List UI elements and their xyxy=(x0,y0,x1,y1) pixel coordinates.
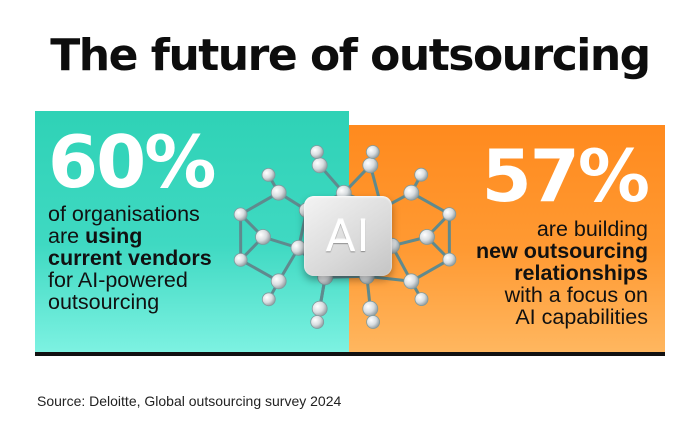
network-node xyxy=(261,168,276,182)
right-desc-line-3-bold: relationships xyxy=(514,261,648,285)
left-desc-line-2-text: are xyxy=(48,224,86,248)
ai-emblem-tile: AI xyxy=(304,196,392,276)
network-node xyxy=(310,315,325,329)
right-desc-line-5: AI capabilities xyxy=(515,305,648,329)
left-desc-line-1: of organisations xyxy=(48,202,200,226)
right-desc-line-4: with a focus on xyxy=(504,283,648,307)
right-stat-description: are building new outsourcing relationshi… xyxy=(398,218,648,328)
network-node xyxy=(233,253,248,267)
network-node xyxy=(310,145,324,159)
network-node xyxy=(414,292,429,307)
network-node xyxy=(442,207,457,221)
network-node xyxy=(261,292,276,307)
left-desc-line-4: for AI-powered xyxy=(48,268,188,292)
right-desc-line-2-bold: new outsourcing xyxy=(476,239,648,263)
network-node xyxy=(362,157,379,174)
network-node xyxy=(403,184,420,201)
network-node xyxy=(270,273,287,290)
source-note: Source: Deloitte, Global outsourcing sur… xyxy=(37,393,342,409)
network-node xyxy=(255,229,271,245)
left-desc-line-3: current vendors xyxy=(48,247,288,269)
network-node xyxy=(311,300,328,317)
network-node xyxy=(366,315,381,329)
network-node xyxy=(414,167,429,182)
network-node xyxy=(419,229,435,245)
network-node xyxy=(233,207,248,222)
network-node xyxy=(365,145,380,159)
network-node xyxy=(362,300,379,317)
left-desc-line-5: outsourcing xyxy=(48,290,160,314)
right-desc-line-2: new outsourcing xyxy=(398,240,648,262)
left-stat-description: of organisations are using current vendo… xyxy=(48,203,288,313)
network-node xyxy=(270,184,287,201)
left-stat-value: 60% xyxy=(48,120,216,204)
ai-network-icon xyxy=(233,145,457,329)
right-desc-line-1: are building xyxy=(536,217,648,241)
right-stat-value: 57% xyxy=(481,134,650,218)
network-node xyxy=(311,157,328,174)
page-title: The future of outsourcing xyxy=(50,30,651,81)
left-desc-line-2-bold: using xyxy=(85,224,143,248)
left-desc-line-3-bold: current vendors xyxy=(48,246,212,270)
network-node xyxy=(403,273,420,290)
ai-emblem-text: AI xyxy=(325,210,371,262)
left-stat-panel xyxy=(35,111,349,354)
right-desc-line-3: relationships xyxy=(398,262,648,284)
left-desc-line-2: are using xyxy=(48,225,288,247)
baseline-divider xyxy=(35,352,665,356)
network-node xyxy=(442,252,457,267)
right-stat-panel xyxy=(349,125,665,354)
